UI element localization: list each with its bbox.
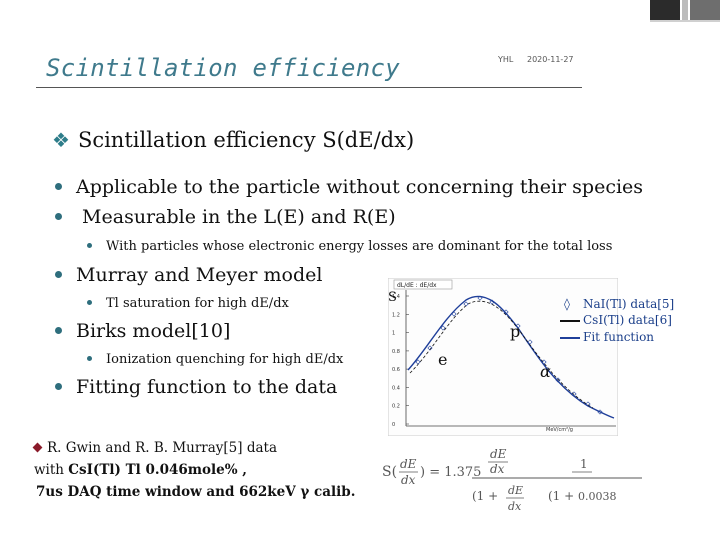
particle-label-p: p xyxy=(510,322,521,341)
data-point-marker xyxy=(415,359,421,365)
bullet-item: Measurable in the L(E) and R(E) xyxy=(55,206,396,228)
bullet-dot-icon xyxy=(55,382,62,390)
corner-block-mid xyxy=(690,0,720,20)
data-point-marker xyxy=(585,401,591,407)
corner-underline xyxy=(650,20,720,22)
svg-text:dE: dE xyxy=(400,457,417,471)
y-tick-label: 1.2 xyxy=(392,312,400,318)
bullet-item: Applicable to the particle without conce… xyxy=(55,176,643,198)
svg-text:dx: dx xyxy=(508,500,522,513)
y-tick-label: 0 xyxy=(392,422,395,428)
data-point-marker xyxy=(527,339,533,345)
slide-heading-text: Scintillation efficiency S(dE/dx) xyxy=(77,128,415,152)
y-tick-label: 0.4 xyxy=(392,385,400,391)
bullet-dot-icon xyxy=(87,243,92,248)
svg-text:1: 1 xyxy=(580,457,588,471)
bullet-dot-icon xyxy=(55,182,62,190)
data-point-marker xyxy=(503,309,509,315)
data-point-marker xyxy=(477,295,483,301)
data-curve-line xyxy=(409,300,594,409)
svg-text:S(: S( xyxy=(382,464,397,480)
bullet-dot-icon xyxy=(55,326,62,334)
legend-entry-fit: Fit function xyxy=(583,330,655,344)
svg-text:dE: dE xyxy=(490,447,507,461)
svg-text:(1 +: (1 + xyxy=(472,489,498,503)
legend-line-black xyxy=(560,320,580,322)
svg-text:0.0038: 0.0038 xyxy=(578,490,617,503)
y-tick-label: 0.2 xyxy=(392,404,400,410)
data-point-marker xyxy=(515,323,521,329)
legend-entry-csi: CsI(Tl) data[6] xyxy=(583,313,672,327)
legend-marker-icon: ◊ xyxy=(564,297,570,311)
corner-block-light xyxy=(682,0,688,20)
legend-line-blue xyxy=(560,337,580,339)
plot-ylabel: S xyxy=(388,290,397,305)
data-point-marker xyxy=(451,311,457,317)
data-point-marker xyxy=(597,409,603,415)
sub-bullet-item: Ionization quenching for high dE/dx xyxy=(87,352,343,367)
data-points-group xyxy=(415,295,603,415)
svg-text:(1 +: (1 + xyxy=(548,489,574,503)
data-point-marker xyxy=(555,377,561,383)
bullet-dot-icon xyxy=(55,270,62,278)
note-line-1: R. Gwin and R. B. Murray[5] data xyxy=(32,440,277,456)
svg-text:dx: dx xyxy=(490,462,505,476)
data-point-marker xyxy=(440,325,446,331)
note-line-3: 7us DAQ time window and 662keV γ calib. xyxy=(36,484,356,500)
data-point-marker xyxy=(427,345,433,351)
sub-bullet-item: Tl saturation for high dE/dx xyxy=(87,296,289,311)
y-tick-label: 1 xyxy=(392,331,395,337)
y-tick-label: 0.8 xyxy=(392,349,400,355)
bullet-item: Fitting function to the data xyxy=(55,376,337,398)
fit-formula-svg: S( dE dx ) = 1.375 dE dx (1 + dE dx (1 +… xyxy=(382,447,642,513)
bullet-dot-icon xyxy=(87,356,92,361)
bullet-item: Murray and Meyer model xyxy=(55,264,322,286)
data-point-marker xyxy=(541,359,547,365)
bullet-dot-icon xyxy=(87,300,92,305)
slide-heading: ❖ Scintillation efficiency S(dE/dx) xyxy=(52,128,414,152)
particle-label-e: e xyxy=(438,350,448,369)
svg-text:dx: dx xyxy=(401,473,416,487)
plot-title: dL/dE : dE/dx xyxy=(397,282,437,289)
y-tick-group: 1.4 1.2 1 0.8 0.6 0.4 0.2 0 xyxy=(392,294,409,428)
bullet-item: Birks model[10] xyxy=(55,320,230,342)
efficiency-plot: dL/dE : dE/dx 1.4 1.2 1 0.8 0.6 0.4 0.2 0 MeV/c… xyxy=(387,277,619,437)
header-divider xyxy=(36,87,582,88)
author-label: YHL xyxy=(498,55,514,64)
particle-label-alpha: α xyxy=(540,362,551,381)
slide-header-title: Scintillation efficiency xyxy=(46,54,400,82)
date-label: 2020-11-27 xyxy=(527,55,574,64)
data-point-marker xyxy=(463,301,469,307)
y-tick-label: 1.4 xyxy=(392,294,400,300)
svg-text:dE: dE xyxy=(508,484,523,497)
efficiency-plot-svg: dL/dE : dE/dx 1.4 1.2 1 0.8 0.6 0.4 0.2 0 MeV/c… xyxy=(387,277,619,437)
data-point-marker xyxy=(571,391,577,397)
bullet-dot-icon xyxy=(55,212,62,220)
y-tick-label: 0.6 xyxy=(392,367,400,373)
legend-entry-nai: NaI(Tl) data[5] xyxy=(583,297,675,311)
svg-text:) = 1.375: ) = 1.375 xyxy=(420,465,481,480)
sub-bullet-item: With particles whose electronic energy l… xyxy=(87,239,612,254)
x-axis-unit: MeV/cm²/g xyxy=(546,427,573,433)
note-line-2: with CsI(Tl) Tl 0.046mole% , xyxy=(34,462,247,478)
fit-formula: S( dE dx ) = 1.375 dE dx (1 + dE dx (1 +… xyxy=(380,444,650,514)
corner-block-dark xyxy=(650,0,680,20)
diamond-bullet-icon: ❖ xyxy=(52,128,70,152)
diamond-marker-icon xyxy=(32,442,43,453)
data-point-marker xyxy=(489,299,495,305)
